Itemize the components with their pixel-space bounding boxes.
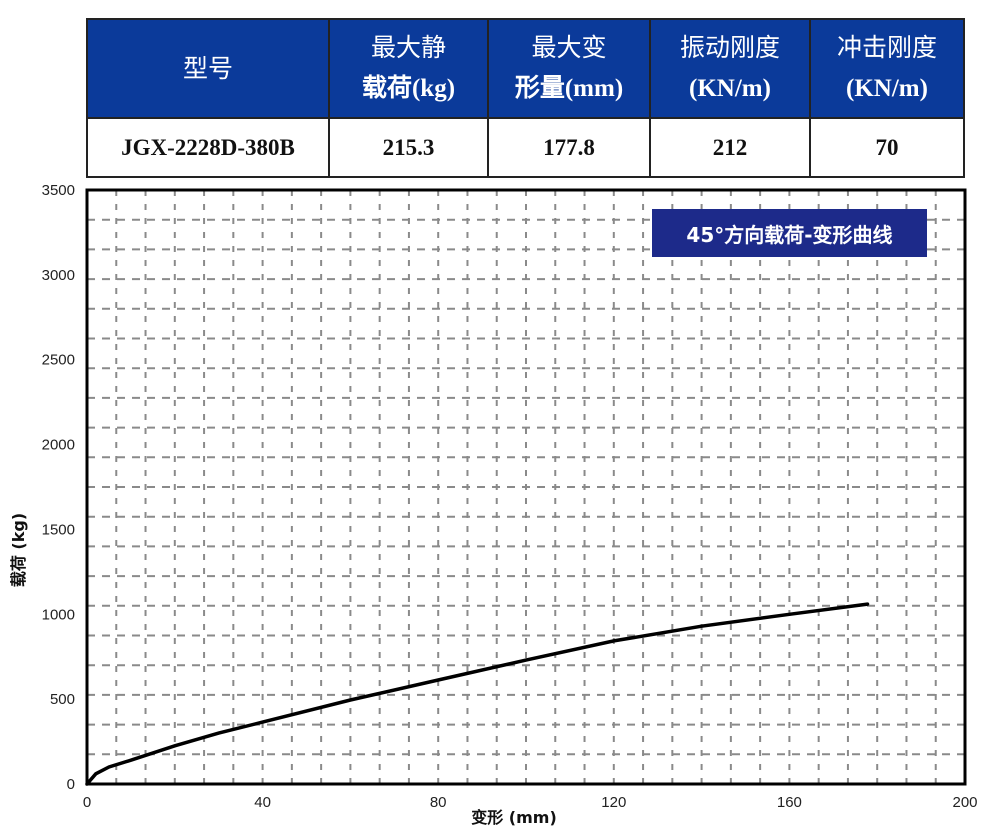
spec-header-row: 型号 最大静 载荷(kg) 最大变 形量(mm) 振动刚度 (KN/m) 冲击刚度 (K… bbox=[86, 18, 965, 119]
y-tick-label: 500 bbox=[50, 691, 75, 708]
y-axis-ticks: 0 500 1000 1500 2000 2500 3000 3500 bbox=[42, 182, 75, 793]
x-axis-ticks: 0 40 80 120 160 200 bbox=[83, 794, 978, 811]
plot-frame bbox=[85, 188, 967, 786]
header-model: 型号 bbox=[86, 18, 330, 119]
y-tick-label: 2000 bbox=[42, 437, 75, 454]
cell-max-static-load: 215.3 bbox=[328, 117, 489, 178]
y-axis-label: 载荷 (kg) bbox=[9, 513, 28, 587]
x-tick-label: 0 bbox=[83, 794, 91, 811]
load-deformation-chart: 0 500 1000 1500 2000 2500 3000 3500 0 40 80 120 160… bbox=[9, 182, 978, 827]
chart-grid bbox=[87, 190, 965, 784]
spec-table: 型号 最大静 载荷(kg) 最大变 形量(mm) 振动刚度 (KN/m) 冲击刚度 (K… bbox=[86, 18, 965, 178]
y-tick-label: 2500 bbox=[42, 352, 75, 369]
y-tick-label: 3500 bbox=[42, 182, 75, 199]
cell-shock-stiffness: 70 bbox=[809, 117, 965, 178]
header-vibration-stiffness: 振动刚度 (KN/m) bbox=[649, 18, 811, 119]
y-tick-label: 1500 bbox=[42, 521, 75, 538]
cell-model: JGX-2228D-380B bbox=[86, 117, 330, 178]
x-tick-label: 80 bbox=[430, 794, 447, 811]
x-tick-label: 160 bbox=[777, 794, 802, 811]
header-max-static-load: 最大静 载荷(kg) bbox=[328, 18, 489, 119]
header-max-deformation: 最大变 形量(mm) bbox=[487, 18, 651, 119]
x-axis-label: 变形 (mm) bbox=[471, 808, 557, 827]
cell-vibration-stiffness: 212 bbox=[649, 117, 811, 178]
y-tick-label: 1000 bbox=[42, 606, 75, 623]
x-tick-label: 200 bbox=[952, 794, 977, 811]
spec-data-row: JGX-2228D-380B 215.3 177.8 212 70 bbox=[86, 117, 965, 178]
chart-legend: 45°方向载荷-变形曲线 bbox=[652, 209, 927, 257]
x-tick-label: 120 bbox=[601, 794, 626, 811]
cell-max-deformation: 177.8 bbox=[487, 117, 651, 178]
header-shock-stiffness: 冲击刚度 (KN/m) bbox=[809, 18, 965, 119]
load-deformation-curve bbox=[85, 602, 870, 786]
y-tick-label: 3000 bbox=[42, 267, 75, 284]
x-tick-label: 40 bbox=[254, 794, 271, 811]
y-tick-label: 0 bbox=[67, 776, 75, 793]
